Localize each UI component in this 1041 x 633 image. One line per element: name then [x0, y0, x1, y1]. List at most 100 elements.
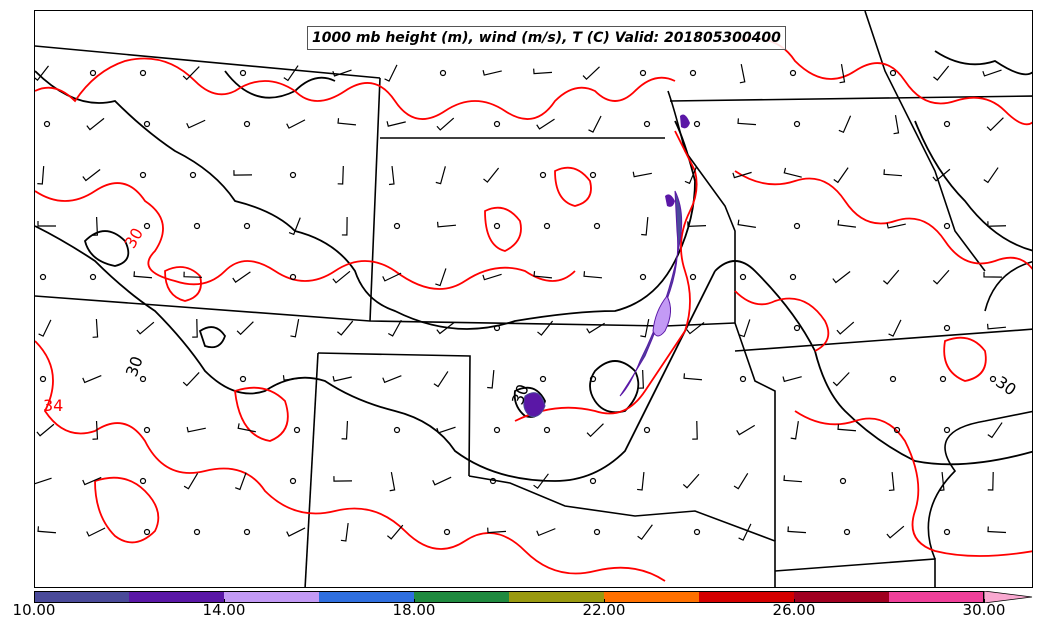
wind-barb — [883, 169, 903, 177]
wind-barb — [632, 171, 652, 178]
shaded-region — [523, 392, 546, 417]
wind-barb — [986, 323, 1007, 330]
colorbar-tick-mark — [794, 599, 795, 603]
calm-wind-marker — [493, 324, 501, 332]
calm-wind-marker — [639, 273, 647, 281]
wind-barb — [582, 66, 600, 81]
calm-wind-marker — [139, 477, 147, 485]
wind-barb — [388, 165, 395, 186]
temperature-contour — [234, 386, 289, 442]
wind-barb — [290, 319, 300, 338]
wind-barb — [733, 473, 749, 490]
calm-wind-marker — [143, 426, 151, 434]
calm-wind-marker — [443, 528, 451, 536]
calm-wind-marker — [143, 120, 151, 128]
wind-barb — [92, 318, 99, 338]
calm-wind-marker — [643, 426, 651, 434]
wind-barb — [192, 318, 198, 338]
colorbar-tick-mark — [414, 599, 415, 603]
colorbar-bin — [34, 591, 129, 603]
wind-barb — [982, 69, 1002, 77]
colorbar-tick-label: 18.00 — [392, 601, 436, 619]
wind-barb — [386, 524, 404, 540]
colorbar-bin — [319, 591, 414, 603]
state-border — [468, 475, 776, 587]
calm-wind-marker — [493, 120, 501, 128]
wind-barb — [332, 376, 352, 382]
calm-wind-marker — [793, 120, 801, 128]
wind-barb — [482, 273, 502, 281]
wind-barb — [832, 271, 851, 284]
wind-barb — [833, 167, 849, 184]
temperature-contour — [514, 130, 698, 422]
calm-wind-marker — [143, 528, 151, 536]
wind-barb — [436, 426, 456, 434]
wind-barb — [186, 426, 206, 433]
wind-barb — [533, 271, 553, 279]
wind-barb — [487, 369, 495, 389]
wind-barb — [783, 475, 803, 483]
shaded-region — [652, 295, 671, 337]
calm-wind-marker — [593, 222, 601, 230]
colorbar-tick-mark — [224, 599, 225, 603]
calm-wind-marker — [593, 528, 601, 536]
wind-barb — [432, 476, 452, 486]
wind-barb — [288, 217, 301, 236]
calm-wind-marker — [943, 528, 951, 536]
calm-wind-marker — [143, 222, 151, 230]
calm-wind-marker — [89, 69, 97, 77]
shaded-region — [680, 114, 690, 129]
wind-barb — [332, 270, 351, 284]
calm-wind-marker — [943, 426, 951, 434]
wind-barb — [638, 369, 644, 389]
wind-barb — [436, 117, 455, 131]
wind-barb — [233, 170, 253, 176]
wind-barb — [886, 525, 905, 539]
wind-barb — [236, 321, 254, 336]
calm-wind-marker — [839, 477, 847, 485]
wind-barb — [683, 373, 703, 381]
wind-barb — [738, 523, 752, 541]
colorbar-tick-label: 14.00 — [202, 601, 246, 619]
colorbar-outline — [34, 591, 984, 603]
colorbar-bin — [604, 591, 699, 603]
wind-barb — [382, 375, 402, 384]
wind-barb — [435, 268, 447, 287]
wind-barb — [586, 423, 604, 438]
colorbar-bin — [889, 591, 984, 603]
plot-title: 1000 mb height (m), wind (m/s), T (C) Va… — [307, 26, 786, 50]
height-contour — [198, 326, 226, 349]
calm-wind-marker — [793, 324, 801, 332]
wind-barb — [782, 376, 802, 383]
calm-wind-marker — [889, 375, 897, 383]
calm-wind-marker — [689, 273, 697, 281]
calm-wind-marker — [393, 426, 401, 434]
colorbar-bin — [509, 591, 604, 603]
wind-barb — [82, 476, 102, 486]
wind-barb — [341, 216, 348, 236]
wind-barb — [737, 219, 756, 228]
state-border — [35, 45, 381, 79]
calm-wind-marker — [789, 69, 797, 77]
calm-wind-marker — [239, 69, 247, 77]
calm-wind-marker — [193, 222, 201, 230]
calm-wind-marker — [543, 222, 551, 230]
calm-wind-marker — [789, 273, 797, 281]
calm-wind-marker — [639, 69, 647, 77]
wind-barb — [341, 420, 349, 440]
calm-wind-marker — [43, 120, 51, 128]
temperature-contour — [554, 166, 592, 207]
wind-barb — [382, 272, 402, 282]
wind-barb — [436, 221, 457, 228]
calm-wind-marker — [243, 120, 251, 128]
colorbar-tick-mark — [34, 599, 35, 603]
temperature-contour — [734, 37, 1032, 126]
shaded-region — [665, 194, 675, 207]
wind-barb — [588, 115, 602, 133]
wind-barb — [86, 527, 106, 537]
wind-barb — [37, 165, 45, 185]
calm-wind-marker — [493, 426, 501, 434]
wind-barb — [182, 66, 200, 81]
height-contours — [35, 50, 1032, 482]
calm-wind-marker — [543, 426, 551, 434]
